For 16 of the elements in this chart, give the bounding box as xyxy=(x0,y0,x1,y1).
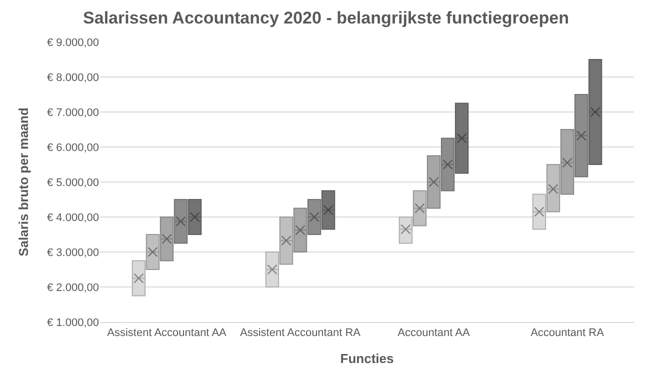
y-tick-label: € 1.000,00 xyxy=(47,316,99,329)
chart-title: Salarissen Accountancy 2020 - belangrijkste functiegroepen xyxy=(83,8,569,28)
y-tick-label: € 6.000,00 xyxy=(47,142,99,154)
y-tick-label: € 5.000,00 xyxy=(47,176,99,189)
y-tick-label: € 7.000,00 xyxy=(47,106,99,119)
x-axis-title: Functies xyxy=(340,350,394,366)
x-tick-label: Accountant AA xyxy=(398,327,470,340)
y-tick-label: € 9.000,00 xyxy=(47,36,99,49)
x-tick-label: Assistent Accountant AA xyxy=(107,327,228,340)
x-tick-label: Accountant RA xyxy=(530,327,605,340)
y-tick-label: € 8.000,00 xyxy=(47,72,99,84)
y-tick-label: € 4.000,00 xyxy=(47,212,99,224)
x-tick-label: Assistent Accountant RA xyxy=(240,327,362,340)
y-tick-label: € 3.000,00 xyxy=(47,246,99,259)
y-axis-title: Salaris bruto per maand xyxy=(16,108,31,256)
y-tick-label: € 2.000,00 xyxy=(47,282,99,294)
